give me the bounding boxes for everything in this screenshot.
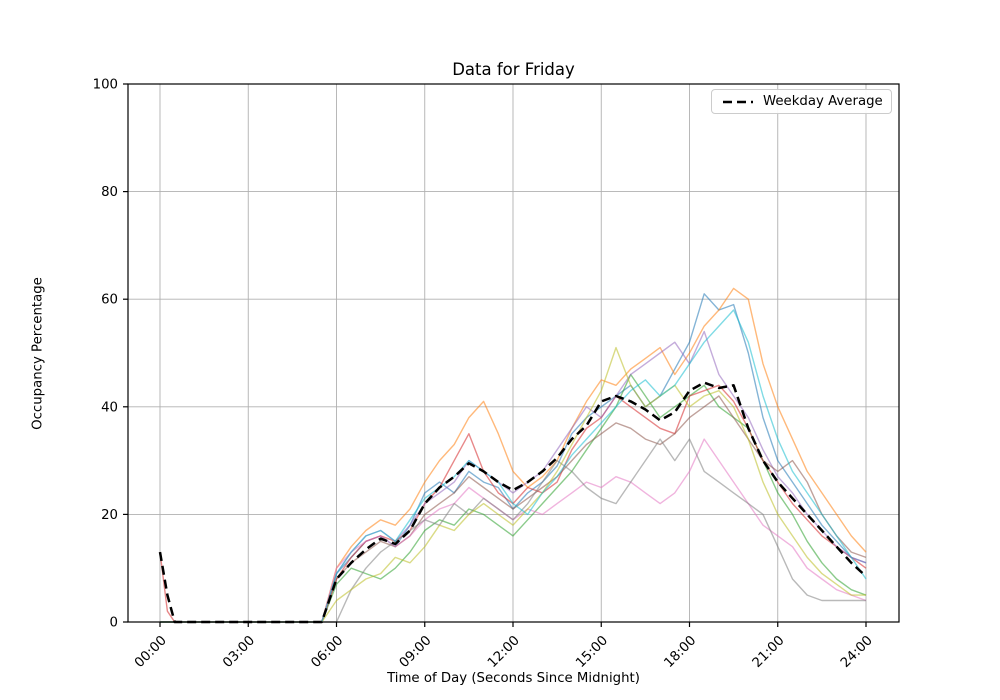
legend-label: Weekday Average	[763, 94, 883, 109]
legend-dashed-line-icon	[723, 100, 753, 103]
y-axis-label: Occupancy Percentage	[30, 277, 46, 430]
chart-title: Data for Friday	[452, 60, 575, 79]
x-tick-label: 21:00	[750, 633, 788, 671]
x-tick-label: 03:00	[220, 633, 258, 671]
y-tick-label: 100	[93, 78, 118, 93]
x-axis-label: Time of Day (Seconds Since Midnight)	[387, 671, 640, 686]
y-tick-label: 40	[101, 400, 118, 415]
x-tick-label: 12:00	[485, 633, 523, 671]
x-tick-label: 18:00	[662, 633, 700, 671]
y-tick-label: 60	[101, 293, 118, 308]
x-tick-label: 24:00	[838, 633, 876, 671]
axes-box	[127, 83, 900, 623]
y-tick-label: 20	[101, 508, 118, 523]
x-tick-label: 15:00	[573, 633, 611, 671]
y-tick-label: 80	[101, 185, 118, 200]
x-tick-label: 06:00	[309, 633, 347, 671]
x-tick-label: 00:00	[132, 633, 170, 671]
legend-box: Weekday Average	[711, 89, 892, 114]
y-tick-label: 0	[110, 616, 118, 631]
x-tick-label: 09:00	[397, 633, 435, 671]
